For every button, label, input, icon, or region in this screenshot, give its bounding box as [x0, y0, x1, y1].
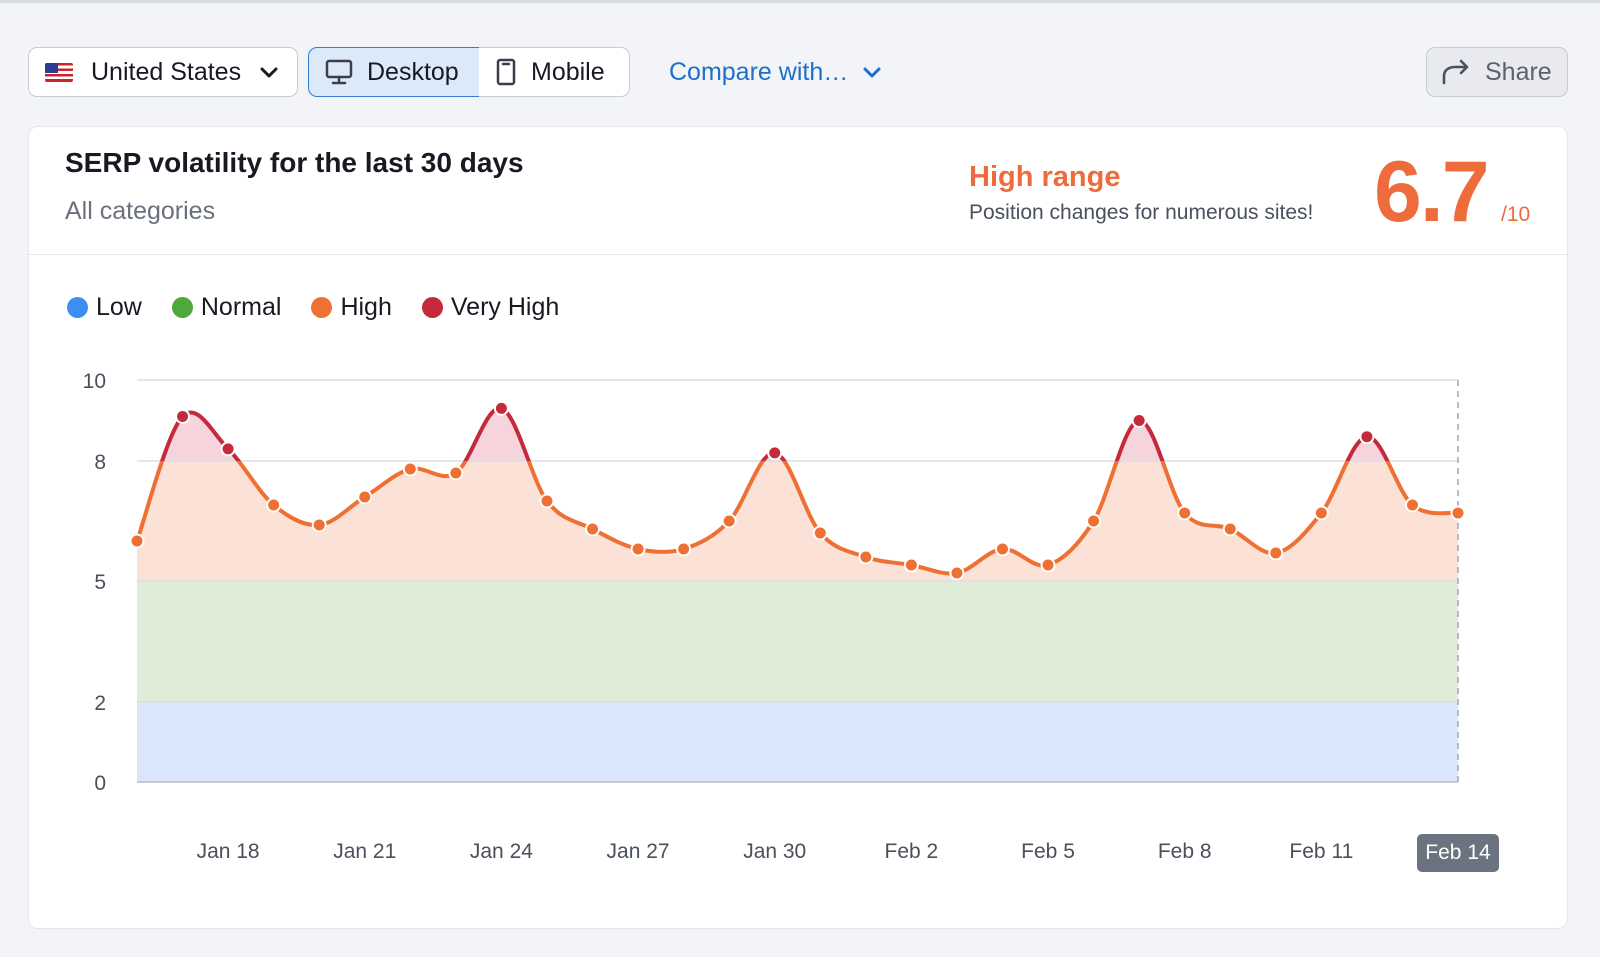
- data-point-jan-28: [676, 541, 692, 557]
- category-label: All categories: [65, 197, 216, 225]
- data-point-feb-3: [949, 565, 965, 581]
- data-point-jan-30: [767, 445, 783, 461]
- top-divider: [0, 0, 1600, 3]
- legend-item-very-high[interactable]: Very High: [421, 293, 560, 322]
- x-tick-label: Feb 2: [885, 840, 939, 863]
- legend-dot-low: [67, 297, 88, 318]
- data-point-jan-18: [220, 441, 236, 457]
- device-toggle: Desktop Mobile: [308, 47, 630, 97]
- data-point-jan-16: [129, 533, 145, 549]
- data-point-feb-2: [903, 557, 919, 573]
- compare-dropdown[interactable]: Compare with…: [669, 47, 882, 97]
- data-point-feb-14: [1450, 505, 1466, 521]
- data-point-feb-12: [1359, 429, 1375, 445]
- data-point-feb-7: [1131, 413, 1147, 428]
- area-high: [137, 461, 1458, 581]
- y-tick-label: 10: [83, 370, 106, 393]
- card-title: SERP volatility for the last 30 days: [65, 147, 524, 178]
- legend-label-normal: Normal: [200, 293, 282, 321]
- legend-dot-very-high: [421, 297, 443, 318]
- desktop-button[interactable]: Desktop: [308, 47, 480, 97]
- data-point-feb-13: [1404, 497, 1420, 513]
- card-header: SERP volatility for the last 30 days All…: [29, 127, 1567, 255]
- score-max: /10: [1501, 203, 1531, 226]
- data-point-jan-24: [493, 400, 509, 416]
- area-very-high: [162, 408, 1388, 461]
- us-flag-icon: [45, 62, 73, 82]
- x-tick-label: Jan 30: [743, 840, 806, 863]
- mobile-button[interactable]: Mobile: [479, 47, 630, 97]
- x-tick-label: Jan 27: [607, 840, 670, 863]
- data-point-feb-11: [1313, 505, 1329, 521]
- legend-dot-normal: [171, 297, 193, 318]
- x-tick-label: Feb 5: [1021, 840, 1075, 863]
- data-point-jan-21: [357, 489, 373, 505]
- y-tick-label: 8: [94, 451, 106, 474]
- band-normal: [137, 581, 1458, 702]
- y-tick-label: 2: [94, 692, 106, 715]
- band-low: [137, 702, 1458, 782]
- data-point-feb-6: [1086, 513, 1102, 529]
- country-label: United States: [91, 57, 242, 86]
- data-point-jan-26: [585, 521, 601, 537]
- x-tick-label: Jan 21: [333, 840, 396, 863]
- x-tick-label: Feb 11: [1289, 840, 1353, 863]
- legend-label-very-high: Very High: [450, 293, 560, 321]
- y-tick-label: 0: [94, 772, 106, 795]
- chevron-down-icon: [862, 58, 882, 87]
- data-point-jan-31: [812, 525, 828, 541]
- x-tick-label: Jan 24: [470, 840, 533, 863]
- highlighted-date-label: Feb 14: [1417, 834, 1499, 872]
- legend-item-high[interactable]: High: [311, 293, 392, 322]
- chart-legend: Low Normal High Very High: [67, 293, 559, 322]
- legend-item-low[interactable]: Low: [67, 293, 142, 322]
- share-button[interactable]: Share: [1426, 47, 1568, 97]
- data-point-jan-20: [311, 517, 327, 533]
- legend-label-high: High: [340, 293, 392, 321]
- monitor-icon: [325, 59, 353, 85]
- data-point-jan-17: [175, 408, 191, 424]
- data-point-feb-4: [994, 541, 1010, 557]
- data-point-jan-19: [266, 497, 282, 513]
- data-point-feb-10: [1268, 545, 1284, 561]
- y-tick-label: 5: [94, 571, 106, 594]
- x-tick-label: Feb 8: [1158, 840, 1212, 863]
- legend-dot-high: [311, 297, 333, 318]
- range-description: Position changes for numerous sites!: [969, 201, 1314, 224]
- x-tick-label: Jan 18: [197, 840, 260, 863]
- share-label: Share: [1485, 57, 1552, 86]
- share-arrow-icon: [1441, 59, 1471, 85]
- data-point-jan-29: [721, 513, 737, 529]
- country-select[interactable]: United States: [28, 47, 298, 97]
- toolbar: United States Desktop Mobile Compare wit…: [28, 47, 1568, 97]
- legend-item-normal[interactable]: Normal: [171, 293, 282, 322]
- data-point-feb-9: [1222, 521, 1238, 537]
- data-point-jan-27: [630, 541, 646, 557]
- data-point-jan-25: [539, 493, 555, 509]
- data-point-feb-1: [858, 549, 874, 565]
- desktop-label: Desktop: [367, 57, 459, 86]
- mobile-label: Mobile: [531, 57, 605, 86]
- data-point-feb-8: [1177, 505, 1193, 521]
- phone-icon: [495, 58, 517, 86]
- data-point-feb-5: [1040, 557, 1056, 573]
- chevron-down-icon: [259, 58, 279, 87]
- range-label: High range: [969, 161, 1121, 193]
- data-point-jan-23: [448, 465, 464, 481]
- compare-label: Compare with…: [669, 57, 849, 86]
- volatility-score: 6.7: [1374, 144, 1490, 240]
- data-point-jan-22: [402, 461, 418, 477]
- legend-label-low: Low: [96, 293, 142, 321]
